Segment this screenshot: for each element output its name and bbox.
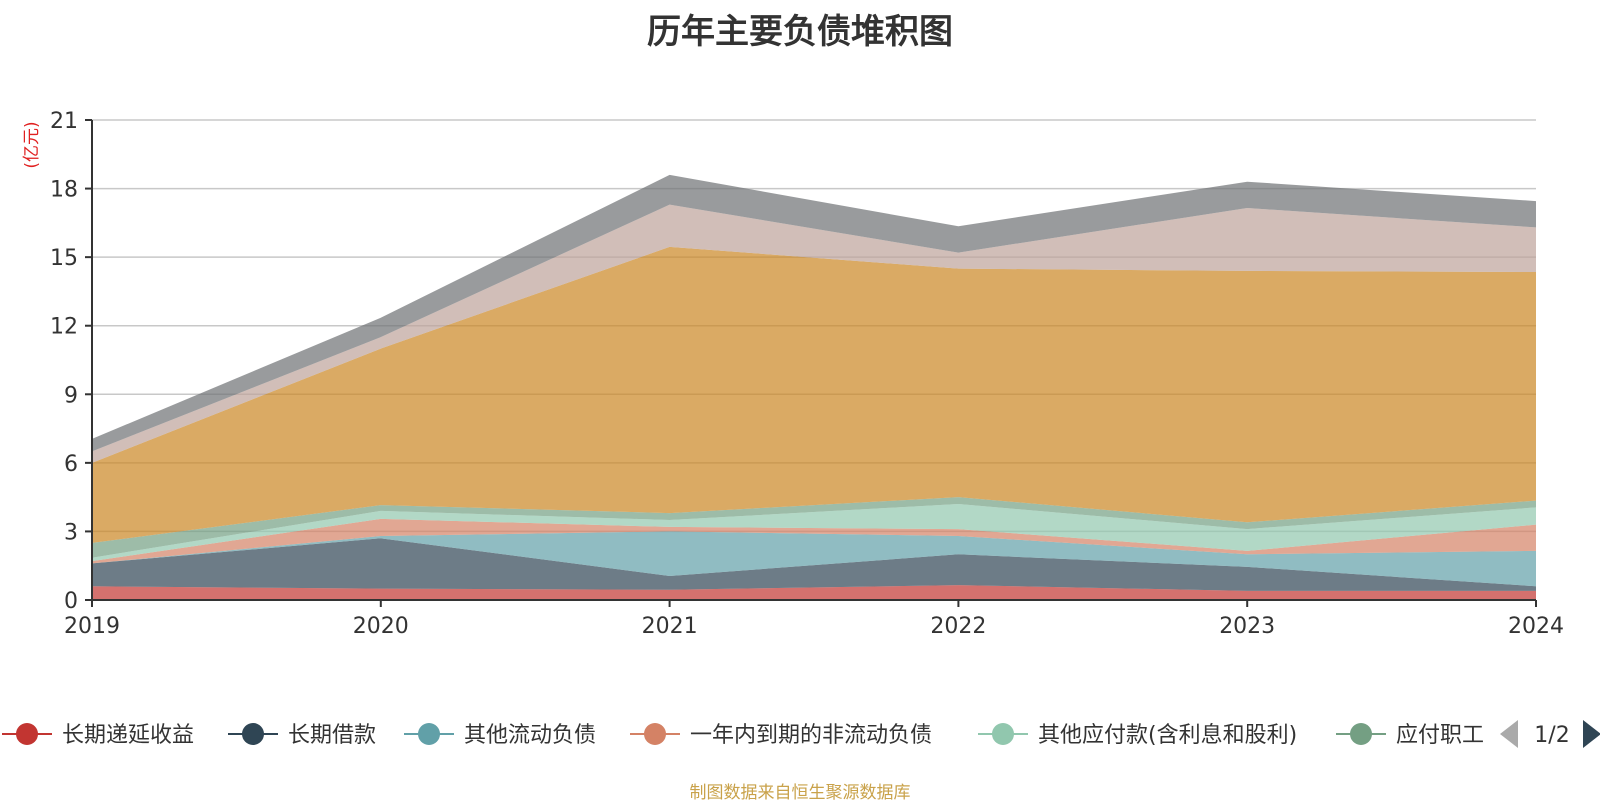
area-series-9 [92,174,1536,452]
legend-label: 其他流动负债 [464,723,596,748]
area-series-1 [92,585,1536,600]
y-tick-label: 3 [64,520,78,545]
legend-label: 长期借款 [288,723,376,748]
x-tick-label: 2021 [642,614,698,639]
area-series-8 [92,204,1536,463]
legend-page-indicator: 1/2 [1534,723,1569,748]
legend-label: 应付职工 [1396,723,1484,748]
legend-marker-icon [644,723,666,745]
legend-item[interactable]: 长期递延收益 [2,723,194,748]
x-tick-label: 2019 [64,614,120,639]
legend-marker-icon [242,723,264,745]
y-tick-label: 21 [50,109,78,134]
legend-marker-icon [1350,723,1372,745]
chart-title: 历年主要负债堆积图 [647,12,953,52]
y-tick-label: 18 [50,178,78,203]
axes: 0 3 6 9 12 15 18 21 2019 2020 2021 2022 2023 2024 [50,109,1564,639]
legend-item[interactable]: 应付职工 [1336,723,1484,748]
legend-item[interactable]: 其他流动负债 [404,723,596,748]
area-series-group [92,174,1536,600]
legend-label: 一年内到期的非流动负债 [690,723,932,748]
legend-item[interactable]: 一年内到期的非流动负债 [630,723,932,748]
y-tick-label: 6 [64,452,78,477]
legend-marker-icon [418,723,440,745]
legend-marker-icon [992,723,1014,745]
legend-next-icon[interactable] [1583,720,1600,748]
y-tick-label: 12 [50,315,78,340]
legend-item[interactable]: 其他应付款(含利息和股利) [978,723,1297,748]
y-axis-unit-label: (亿元) [22,121,42,168]
legend-marker-icon [16,723,38,745]
area-series-5 [92,504,1536,562]
x-tick-label: 2024 [1508,614,1564,639]
area-series-2 [92,538,1536,591]
y-tick-label: 15 [50,246,78,271]
x-tick-label: 2022 [930,614,986,639]
legend-item[interactable]: 长期借款 [228,723,376,748]
data-source-note: 制图数据来自恒生聚源数据库 [689,783,911,803]
area-series-6 [92,497,1536,558]
y-tick-label: 0 [64,589,78,614]
legend-label: 其他应付款(含利息和股利) [1038,723,1297,748]
area-series-4 [92,518,1536,564]
legend-prev-icon[interactable] [1500,720,1518,748]
x-tick-label: 2020 [353,614,409,639]
legend[interactable]: 长期递延收益 长期借款 其他流动负债 一年内到期的非流动负债 其他应付款(含利息和股利)… [2,720,1600,748]
y-tick-label: 9 [64,383,78,408]
legend-label: 长期递延收益 [62,723,194,748]
x-tick-label: 2023 [1219,614,1275,639]
area-series-3 [92,531,1536,587]
area-series-7 [92,246,1536,543]
